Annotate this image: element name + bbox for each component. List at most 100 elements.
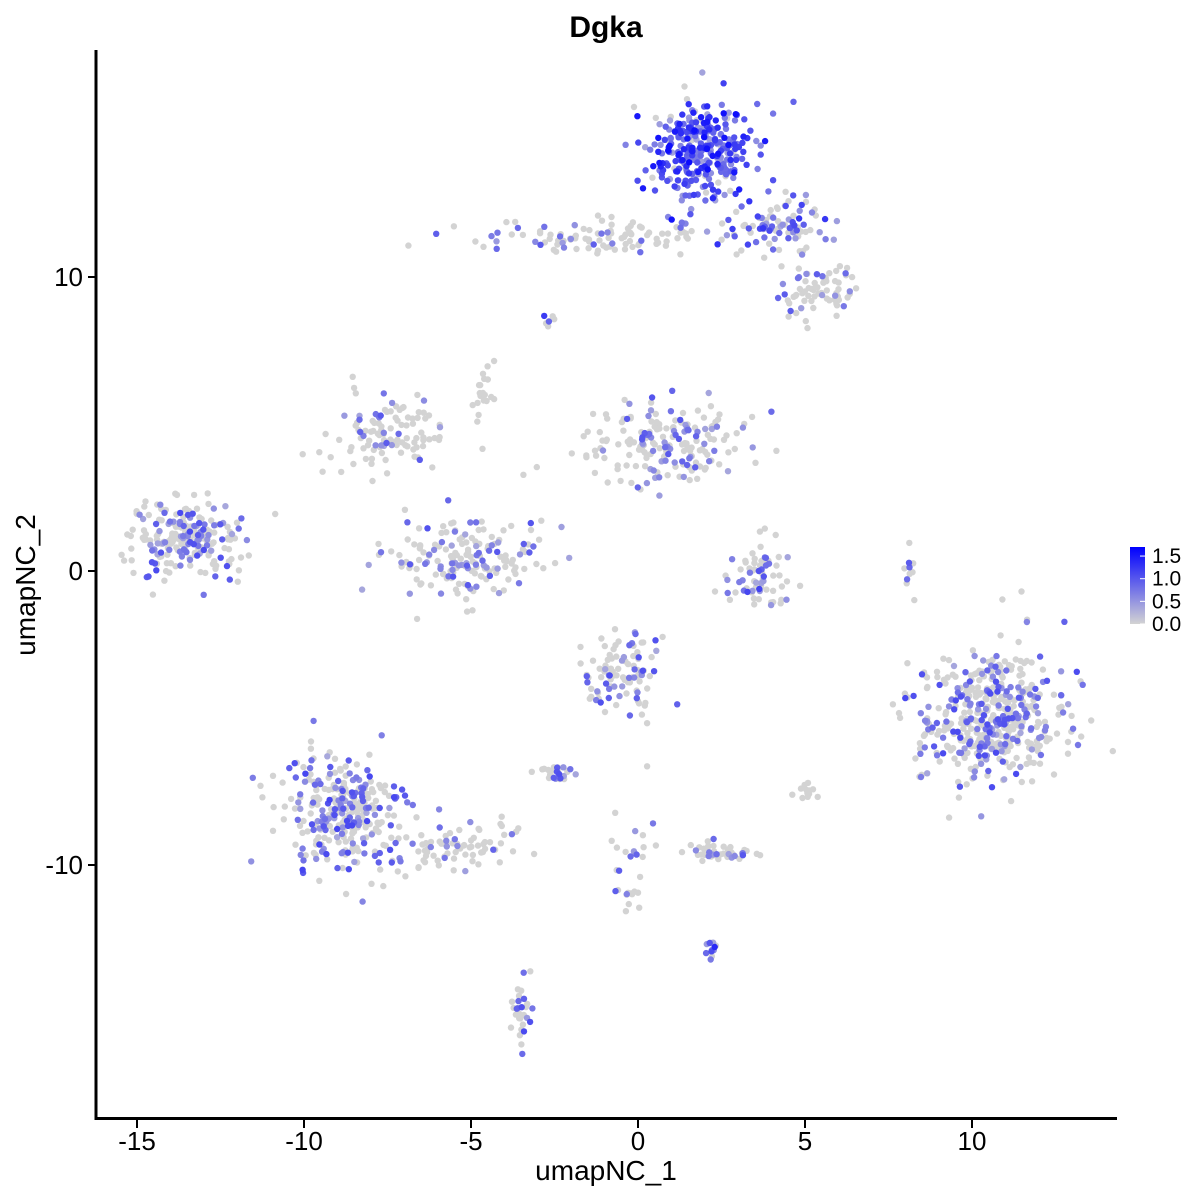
data-point <box>743 161 750 168</box>
data-point <box>954 728 961 735</box>
data-point <box>427 582 435 589</box>
data-point <box>396 551 403 559</box>
data-point <box>494 565 501 572</box>
data-point <box>1005 661 1013 669</box>
data-point <box>345 757 352 764</box>
data-point <box>612 809 619 816</box>
data-point <box>142 498 149 505</box>
data-point <box>200 526 207 533</box>
data-point <box>733 430 740 437</box>
data-point <box>325 837 333 844</box>
data-point <box>335 777 342 785</box>
data-point <box>727 187 734 194</box>
y-tick-label: 10 <box>54 262 83 292</box>
data-point <box>163 560 171 567</box>
data-point <box>450 519 457 526</box>
data-point <box>528 768 535 775</box>
data-point <box>712 117 719 124</box>
data-point <box>217 521 224 528</box>
data-point <box>369 417 376 425</box>
data-point <box>219 536 226 543</box>
data-point <box>342 763 349 770</box>
data-point <box>957 693 965 700</box>
data-point <box>363 817 371 825</box>
data-point <box>623 462 630 469</box>
data-point <box>966 740 973 748</box>
data-point <box>653 240 660 247</box>
data-point <box>339 864 346 872</box>
data-point <box>1023 618 1031 626</box>
data-point <box>653 647 660 654</box>
data-point <box>1058 692 1065 699</box>
data-point <box>911 596 918 604</box>
data-point <box>401 792 409 799</box>
data-point <box>611 246 618 253</box>
data-point <box>645 229 653 236</box>
data-point <box>460 842 467 849</box>
data-point <box>1065 701 1072 708</box>
data-point <box>671 128 679 135</box>
data-point <box>767 206 774 214</box>
data-point <box>186 528 194 535</box>
data-point <box>794 274 802 282</box>
data-point <box>1010 702 1017 710</box>
data-point <box>291 805 299 812</box>
data-point <box>194 531 202 539</box>
data-point <box>643 479 651 487</box>
data-point <box>714 124 721 131</box>
data-point <box>148 559 156 566</box>
data-point <box>590 241 597 248</box>
data-point <box>971 768 978 775</box>
data-point <box>984 667 991 674</box>
data-point <box>693 437 700 444</box>
data-point <box>694 407 702 414</box>
data-point <box>726 596 734 603</box>
data-point <box>1053 730 1061 737</box>
data-point <box>238 515 245 522</box>
data-point <box>1017 665 1024 672</box>
data-point <box>300 763 307 771</box>
data-point <box>633 851 640 858</box>
data-point <box>374 430 382 437</box>
data-point <box>321 815 329 823</box>
data-point <box>551 316 558 323</box>
data-point <box>785 235 792 242</box>
data-point <box>833 267 840 275</box>
data-point <box>323 850 330 858</box>
data-point <box>791 222 798 229</box>
data-point <box>190 491 198 499</box>
data-point <box>308 821 316 828</box>
data-point <box>1015 684 1022 691</box>
data-point <box>390 812 398 819</box>
data-point <box>152 520 160 528</box>
data-point <box>469 607 476 614</box>
data-point <box>650 467 657 474</box>
data-point <box>950 662 958 670</box>
data-point <box>678 441 686 448</box>
data-point <box>177 562 184 569</box>
data-point <box>1018 679 1025 686</box>
data-point <box>483 564 490 571</box>
data-point <box>502 563 509 570</box>
data-point <box>617 477 624 485</box>
data-point <box>1028 746 1036 753</box>
data-point <box>755 596 762 603</box>
data-point <box>942 711 949 718</box>
data-point <box>515 997 522 1005</box>
data-point <box>917 710 924 717</box>
data-point <box>464 548 472 556</box>
data-point <box>736 186 743 193</box>
data-point <box>687 211 694 218</box>
data-point <box>752 238 760 246</box>
data-point <box>665 450 672 458</box>
data-point <box>733 251 740 258</box>
data-point <box>157 501 164 508</box>
data-point <box>686 476 693 484</box>
data-point <box>686 159 693 166</box>
data-point <box>359 793 366 801</box>
data-point <box>512 218 519 226</box>
data-point <box>801 297 808 304</box>
data-point <box>726 150 734 157</box>
data-point <box>761 234 768 241</box>
data-point <box>592 452 600 459</box>
